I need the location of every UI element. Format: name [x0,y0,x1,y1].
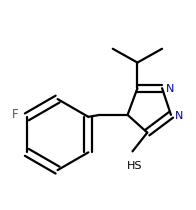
Text: N: N [175,111,183,121]
Text: HS: HS [127,161,142,171]
Text: F: F [12,108,19,121]
Text: N: N [166,84,174,94]
